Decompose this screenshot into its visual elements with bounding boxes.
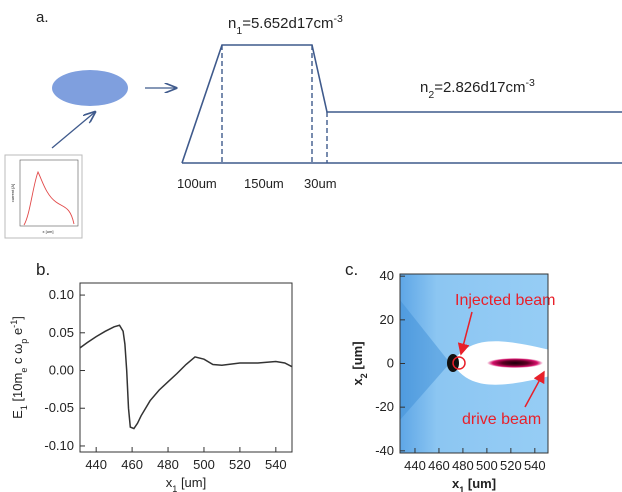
density-label: n1=5.652d17cm-3	[228, 13, 343, 37]
text-part: n	[228, 15, 236, 32]
y-tick-label: 0	[387, 356, 394, 371]
x-tick-label: 540	[524, 458, 546, 473]
x-tick-label: 520	[229, 457, 251, 472]
text-part: p	[19, 339, 29, 344]
length-label: 30um	[304, 176, 337, 191]
text-part: 1	[459, 485, 464, 492]
text-part: [um]	[464, 476, 496, 491]
y-tick-label: 40	[380, 268, 394, 283]
x-tick-label: 520	[500, 458, 522, 473]
x-tick-label: 500	[193, 457, 215, 472]
arrow	[51, 112, 95, 149]
y-tick-label: 0.05	[49, 325, 74, 340]
text-part: -3	[334, 13, 343, 25]
panel-label: c.	[345, 260, 358, 279]
y-tick-label: -0.05	[44, 400, 74, 415]
panel-label: a.	[36, 9, 49, 26]
text-part: [um]	[177, 475, 206, 490]
text-part: -3	[526, 77, 535, 89]
x-tick-label: 440	[85, 457, 107, 472]
y-axis-label: E1 [10me c ωp e-1]	[9, 316, 29, 419]
inset: x [um] current [A]	[4, 154, 83, 239]
field-map	[400, 274, 548, 453]
annotation: Injected beam	[455, 292, 556, 309]
dividers	[221, 45, 328, 163]
x-tick-label: 460	[428, 458, 450, 473]
text-part: 1	[19, 405, 29, 410]
text-part: E	[10, 410, 25, 419]
annotation: drive beam	[462, 411, 541, 428]
arrow	[457, 311, 473, 356]
inset-ylabel: current [A]	[10, 184, 15, 202]
length-label: 150um	[244, 176, 284, 191]
x-axis-label: x1 [um]	[452, 476, 496, 492]
injected-marker	[452, 356, 466, 370]
y-tick-label: -40	[375, 443, 394, 458]
arrow	[524, 370, 545, 408]
x-tick-label: 460	[121, 457, 143, 472]
text-part: 2	[359, 373, 369, 378]
x-tick-label: 540	[265, 457, 287, 472]
text-part: n	[420, 79, 428, 96]
text-part: 2	[428, 89, 434, 101]
plot-frame	[79, 282, 293, 453]
x-axis-label: x1 [um]	[166, 475, 206, 492]
y-axis-label: x2 [um]	[350, 341, 369, 385]
text-part: =2.826d17cm	[434, 79, 525, 96]
text-part: e	[19, 368, 29, 373]
x-tick-label: 480	[452, 458, 474, 473]
x-tick-label: 500	[476, 458, 498, 473]
text-part: =5.652d17cm	[242, 15, 333, 32]
text-part: [10m	[10, 373, 25, 406]
panel-label: b.	[36, 260, 50, 279]
text-part: ]	[10, 316, 25, 320]
text-part: x	[166, 475, 173, 490]
text-part: x	[452, 476, 460, 491]
y-tick-label: 20	[380, 312, 394, 327]
y-tick-label: -0.10	[44, 438, 74, 453]
density-profile	[181, 44, 622, 164]
text-part: 1	[236, 25, 242, 37]
density-label: n2=2.826d17cm-3	[420, 77, 535, 101]
length-label: 100um	[177, 176, 217, 191]
text-part: c ω	[10, 344, 25, 368]
y-tick-label: 0.10	[49, 287, 74, 302]
y-tick-label: 0.00	[49, 363, 74, 378]
y-tick-label: -20	[375, 399, 394, 414]
text-part: [um]	[350, 341, 365, 373]
x-tick-label: 480	[157, 457, 179, 472]
text-part: x	[350, 378, 365, 386]
text-part: -1	[9, 320, 19, 328]
beam	[52, 70, 128, 106]
data-line	[79, 324, 293, 430]
text-part: 1	[172, 484, 177, 492]
text-part: e	[10, 328, 25, 339]
x-tick-label: 440	[404, 458, 426, 473]
inset-xlabel: x [um]	[43, 229, 54, 234]
